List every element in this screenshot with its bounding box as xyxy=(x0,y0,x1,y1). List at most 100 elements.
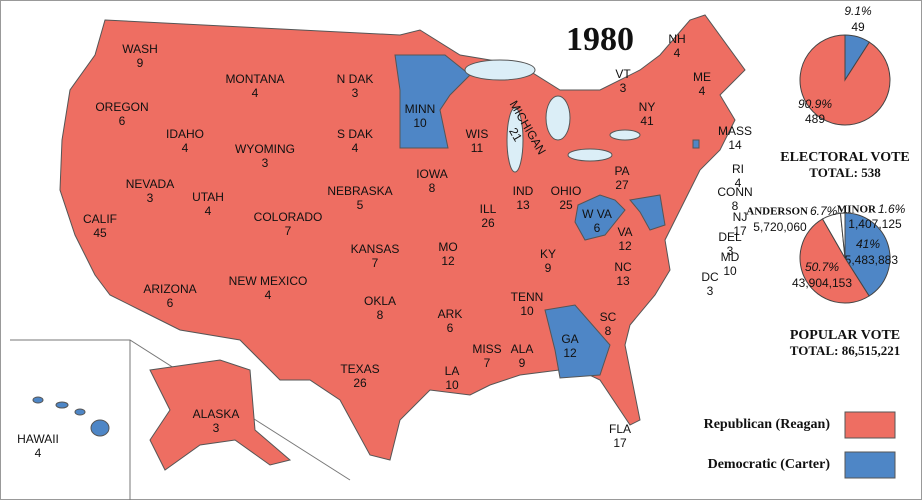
lake xyxy=(609,129,641,141)
state-votes: 10 xyxy=(520,304,534,318)
state-votes: 4 xyxy=(699,84,706,98)
state-votes: 10 xyxy=(445,378,459,392)
legend-label: Republican (Reagan) xyxy=(704,417,831,432)
state-votes: 3 xyxy=(707,284,714,298)
pie-total: TOTAL: 86,515,221 xyxy=(790,343,900,358)
state-name: HAWAII xyxy=(17,432,59,446)
state-votes: 8 xyxy=(605,324,612,338)
slice-percent: 1.6% xyxy=(878,202,906,216)
pie-slice xyxy=(799,34,891,126)
state-name: MINN xyxy=(405,102,436,116)
state-name: ILL xyxy=(480,202,497,216)
state-name: FLA xyxy=(609,422,631,436)
state-votes: 3 xyxy=(213,421,220,435)
state-votes: 13 xyxy=(516,198,530,212)
state-name: ALASKA xyxy=(193,407,240,421)
lake xyxy=(567,148,613,162)
state-name: NY xyxy=(639,100,656,114)
state-name: VT xyxy=(615,67,631,81)
hawaii-island xyxy=(90,419,110,437)
state-name: COLORADO xyxy=(254,210,323,224)
state-name: RI xyxy=(732,162,744,176)
slice-votes: 43,904,153 xyxy=(792,276,852,290)
slice-votes: 1,407,125 xyxy=(848,217,902,231)
state-votes: 3 xyxy=(147,191,154,205)
state-name: ME xyxy=(693,70,711,84)
state-votes: 9 xyxy=(137,56,144,70)
state-name: IND xyxy=(513,184,534,198)
wva-shape xyxy=(574,194,626,241)
state-name: NEW MEXICO xyxy=(229,274,308,288)
state-name: OREGON xyxy=(95,100,148,114)
state-votes: 21 xyxy=(506,125,525,144)
state-votes: 8 xyxy=(377,308,384,322)
state-votes: 4 xyxy=(735,176,742,190)
state-name: WYOMING xyxy=(235,142,295,156)
state-name: NJ xyxy=(733,210,748,224)
hawaii-island xyxy=(55,401,69,409)
state-votes: 8 xyxy=(429,181,436,195)
state-votes: 17 xyxy=(733,224,747,238)
state-name: CONN xyxy=(717,185,752,199)
lake xyxy=(464,59,536,81)
state-votes: 12 xyxy=(618,239,632,253)
pie-title: POPULAR VOTE xyxy=(790,328,900,343)
state-name: MO xyxy=(438,240,457,254)
state-votes: 7 xyxy=(285,224,292,238)
md-shape xyxy=(629,194,666,231)
state-votes: 41 xyxy=(640,114,654,128)
slice-name: ANDERSON xyxy=(746,206,808,218)
state-votes: 6 xyxy=(594,221,601,235)
state-votes: 7 xyxy=(484,356,491,370)
state-name: MONTANA xyxy=(225,72,284,86)
lake xyxy=(545,95,571,141)
state-name: SC xyxy=(600,310,617,324)
pie-title: ELECTORAL VOTE xyxy=(780,150,910,165)
slice-percent: 9.1% xyxy=(844,4,872,18)
state-votes: 7 xyxy=(372,256,379,270)
state-name: LA xyxy=(445,364,460,378)
state-votes: 6 xyxy=(167,296,174,310)
state-name: ARK xyxy=(438,307,463,321)
pie-slice xyxy=(799,218,870,304)
state-votes: 4 xyxy=(674,46,681,60)
state-name: OHIO xyxy=(551,184,582,198)
state-name: DC xyxy=(701,270,719,284)
state-votes: 26 xyxy=(353,376,367,390)
slice-percent: 50.7% xyxy=(805,260,839,274)
slice-name: MINOR xyxy=(837,204,877,216)
state-name: KY xyxy=(540,247,556,261)
state-votes: 10 xyxy=(413,116,427,130)
hawaii-island xyxy=(74,408,86,416)
legend-swatch xyxy=(844,411,896,439)
state-votes: 4 xyxy=(265,288,272,302)
state-name: ARIZONA xyxy=(143,282,196,296)
slice-votes: 489 xyxy=(805,112,825,126)
minn-shape xyxy=(394,54,471,149)
state-name: UTAH xyxy=(192,190,224,204)
state-name: WASH xyxy=(122,42,158,56)
state-votes: 4 xyxy=(205,204,212,218)
ri-shape xyxy=(692,139,700,149)
state-name: PA xyxy=(614,164,629,178)
state-votes: 27 xyxy=(615,178,629,192)
state-name: NC xyxy=(614,260,632,274)
state-name: ALA xyxy=(511,342,534,356)
slice-percent: 41% xyxy=(856,237,880,251)
hawaii-island xyxy=(32,396,44,404)
state-name: N DAK xyxy=(337,72,374,86)
slice-percent: 6.7% xyxy=(810,204,838,218)
state-name: IDAHO xyxy=(166,127,204,141)
state-name: VA xyxy=(617,225,632,239)
state-name: GA xyxy=(561,332,578,346)
state-name: W VA xyxy=(582,207,612,221)
slice-votes: 5,720,060 xyxy=(753,220,807,234)
state-votes: 8 xyxy=(732,199,739,213)
state-votes: 6 xyxy=(447,321,454,335)
state-votes: 10 xyxy=(723,264,737,278)
state-name: MISS xyxy=(472,342,501,356)
state-name: IOWA xyxy=(416,167,448,181)
state-votes: 5 xyxy=(357,198,364,212)
state-name: OKLA xyxy=(364,294,396,308)
